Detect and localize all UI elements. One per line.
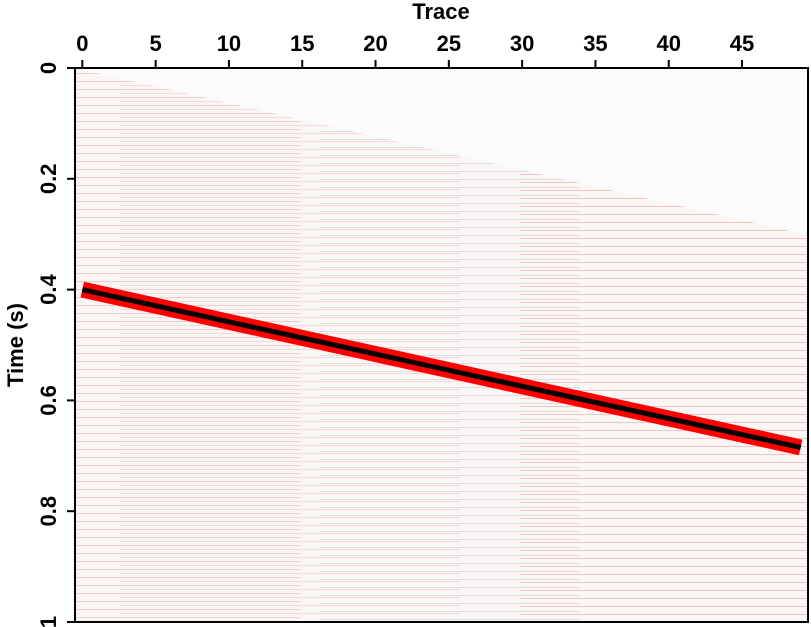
y-tick-label: 1 [36, 616, 61, 627]
x-tick-label: 10 [217, 31, 241, 56]
x-tick-label: 20 [363, 31, 387, 56]
x-tick-label: 15 [290, 31, 314, 56]
y-tick-label: 0.8 [36, 496, 61, 527]
y-tick-label: 0 [36, 62, 61, 74]
x-tick-label: 40 [656, 31, 680, 56]
y-tick-label: 0.6 [36, 385, 61, 416]
x-axis-label: Trace [412, 0, 470, 24]
x-tick-label: 25 [437, 31, 461, 56]
y-tick-label: 0.2 [36, 164, 61, 195]
x-tick-label: 0 [76, 31, 88, 56]
x-tick-label: 30 [510, 31, 534, 56]
x-tick-label: 45 [730, 31, 754, 56]
event-core [81, 287, 802, 450]
x-tick-label: 35 [583, 31, 607, 56]
x-tick-label: 5 [150, 31, 162, 56]
y-tick-label: 0.4 [36, 274, 61, 305]
blank-region [75, 68, 808, 235]
y-axis-label: Time (s) [3, 303, 28, 387]
plot-frame [74, 67, 809, 623]
